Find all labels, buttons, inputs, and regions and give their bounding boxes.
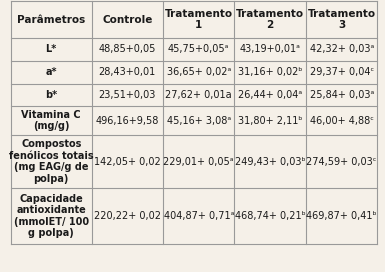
Text: 404,87+ 0,71ᵃ: 404,87+ 0,71ᵃ [164,211,234,221]
Text: Capacidade
antioxidante
(mmolET/ 100
g polpa): Capacidade antioxidante (mmolET/ 100 g p… [13,194,89,239]
Text: 28,43+0,01: 28,43+0,01 [99,67,156,77]
Text: 249,43+ 0,03ᵇ: 249,43+ 0,03ᵇ [235,157,306,166]
Text: 25,84+ 0,03ᵃ: 25,84+ 0,03ᵃ [310,90,374,100]
Text: Parâmetros: Parâmetros [17,15,85,24]
Text: Vitamina C
(mg/g): Vitamina C (mg/g) [22,110,81,131]
Text: Compostos
fenólicos totais
(mg EAG/g de
polpa): Compostos fenólicos totais (mg EAG/g de … [9,139,94,184]
Text: 43,19+0,01ᵃ: 43,19+0,01ᵃ [240,44,301,54]
Text: 48,85+0,05: 48,85+0,05 [99,44,156,54]
Text: 31,16+ 0,02ᵇ: 31,16+ 0,02ᵇ [238,67,303,77]
Text: 27,62+ 0,01a: 27,62+ 0,01a [166,90,232,100]
Text: 469,87+ 0,41ᵇ: 469,87+ 0,41ᵇ [306,211,377,221]
Text: 220,22+ 0,02: 220,22+ 0,02 [94,211,161,221]
Text: L*: L* [45,44,57,54]
Text: 45,75+0,05ᵃ: 45,75+0,05ᵃ [168,44,229,54]
Text: Tratamento
1: Tratamento 1 [165,9,233,30]
Text: Tratamento
2: Tratamento 2 [236,9,304,30]
Text: 45,16+ 3,08ᵃ: 45,16+ 3,08ᵃ [167,116,231,125]
Text: Controle: Controle [102,15,152,24]
Text: b*: b* [45,90,57,100]
Text: 496,16+9,58: 496,16+9,58 [95,116,159,125]
Text: a*: a* [45,67,57,77]
Text: 468,74+ 0,21ᵇ: 468,74+ 0,21ᵇ [235,211,306,221]
Text: 229,01+ 0,05ᵃ: 229,01+ 0,05ᵃ [164,157,234,166]
Text: 23,51+0,03: 23,51+0,03 [99,90,156,100]
Text: 29,37+ 0,04ᶜ: 29,37+ 0,04ᶜ [310,67,374,77]
Text: 274,59+ 0,03ᶜ: 274,59+ 0,03ᶜ [306,157,377,166]
Text: 36,65+ 0,02ᵃ: 36,65+ 0,02ᵃ [167,67,231,77]
Text: Tratamento
3: Tratamento 3 [308,9,376,30]
Text: 42,32+ 0,03ᵃ: 42,32+ 0,03ᵃ [310,44,374,54]
Text: 142,05+ 0,02: 142,05+ 0,02 [94,157,161,166]
Text: 46,00+ 4,88ᶜ: 46,00+ 4,88ᶜ [310,116,373,125]
Text: 31,80+ 2,11ᵇ: 31,80+ 2,11ᵇ [238,116,303,125]
Text: 26,44+ 0,04ᵃ: 26,44+ 0,04ᵃ [238,90,302,100]
